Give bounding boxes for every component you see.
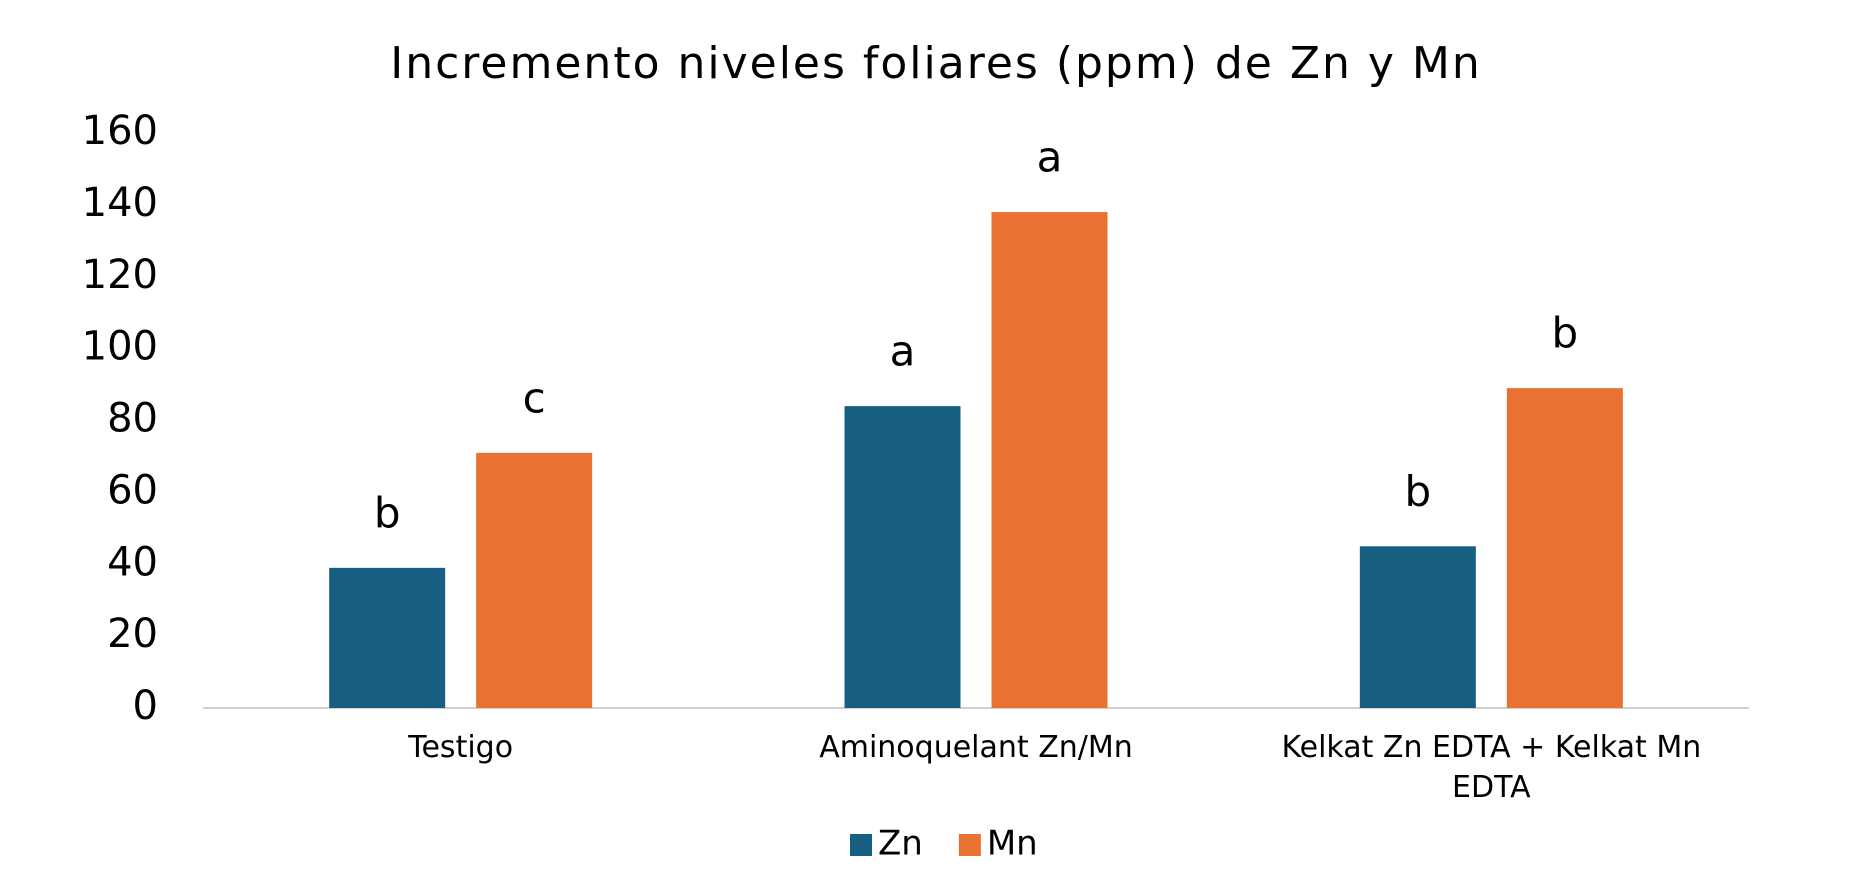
legend-swatch [850, 834, 872, 856]
x-tick-label: Aminoquelant Zn/Mn [819, 730, 1133, 765]
bar [329, 567, 446, 708]
y-tick-label: 160 [82, 108, 158, 154]
significance-label: b [374, 488, 401, 537]
significance-label: c [523, 373, 546, 422]
bar [1506, 388, 1623, 708]
significance-label: b [1551, 309, 1578, 358]
significance-label: a [1037, 133, 1063, 182]
y-tick-label: 80 [107, 396, 158, 442]
y-tick-label: 20 [107, 611, 158, 657]
significance-label: a [890, 327, 916, 376]
legend-swatch [958, 834, 981, 856]
y-tick-label: 140 [82, 180, 158, 226]
legend-label: Mn [987, 824, 1038, 864]
legend-label: Zn [878, 824, 923, 864]
y-tick-label: 60 [107, 467, 158, 513]
y-tick-label: 0 [133, 683, 158, 729]
significance-label: b [1404, 467, 1431, 516]
x-tick-label: Testigo [408, 730, 514, 765]
x-tick-label: Kelkat Zn EDTA + Kelkat Mn EDTA [1281, 730, 1702, 805]
y-tick-label: 100 [82, 324, 158, 370]
bar [844, 406, 961, 708]
y-tick-label: 120 [82, 252, 158, 298]
chart-title: Incremento niveles foliares (ppm) de Zn … [390, 38, 1482, 89]
bar [991, 212, 1108, 708]
bar [1359, 546, 1476, 708]
bar [476, 452, 593, 708]
y-tick-label: 40 [107, 539, 158, 585]
